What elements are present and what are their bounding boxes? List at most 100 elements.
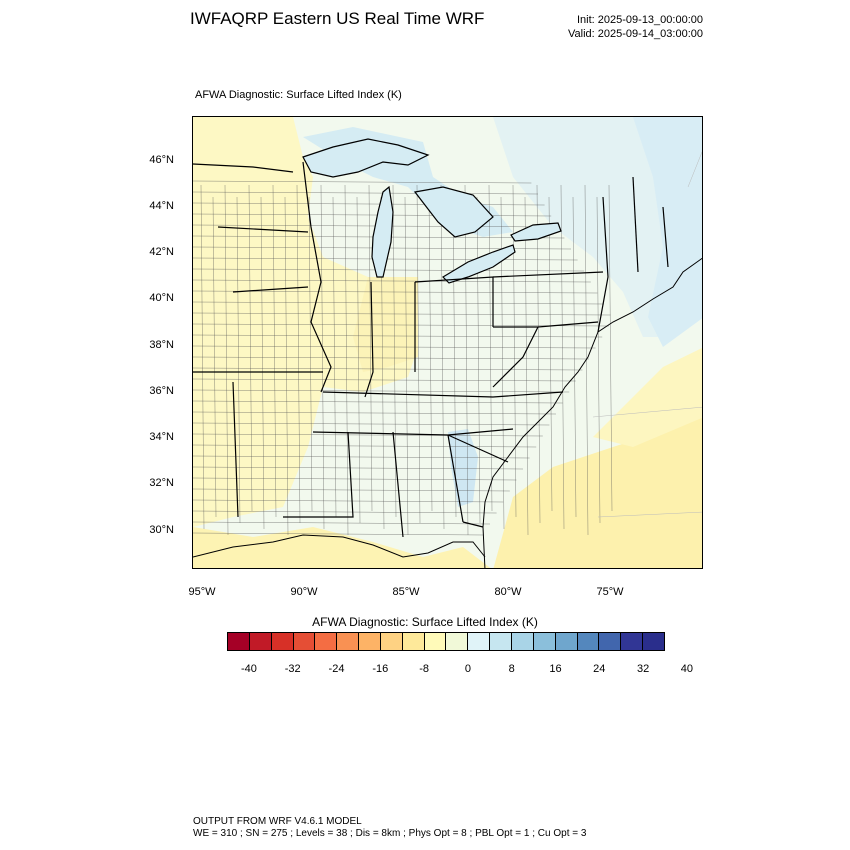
county-line xyxy=(452,196,457,518)
lon-label-75: 75°W xyxy=(596,586,624,598)
colorbar xyxy=(227,632,665,651)
county-line xyxy=(308,196,313,512)
gulf-coastline xyxy=(193,534,486,558)
county-line xyxy=(193,268,585,272)
lat-label-38: 38°N xyxy=(149,339,174,351)
colorbar-swatch xyxy=(380,633,403,650)
colorbar-swatch xyxy=(533,633,556,650)
county-line xyxy=(193,532,484,536)
county-line xyxy=(193,411,557,415)
county-line xyxy=(193,356,590,360)
county-line xyxy=(193,323,609,327)
county-line xyxy=(440,184,445,530)
map-panel xyxy=(192,116,703,569)
county-line xyxy=(572,196,577,518)
county-line xyxy=(536,184,541,524)
colorbar-tick-label: 16 xyxy=(549,663,562,675)
county-line xyxy=(193,455,530,459)
county-line xyxy=(193,400,563,404)
county-line xyxy=(224,184,229,536)
main-title: IWFAQRP Eastern US Real Time WRF xyxy=(190,9,485,28)
model-footer: OUTPUT FROM WRF V4.6.1 MODEL WE = 310 ; … xyxy=(193,816,586,840)
colorbar-swatch xyxy=(446,633,469,650)
county-line xyxy=(193,378,576,382)
lake-ontario xyxy=(510,222,562,242)
county-line xyxy=(488,184,493,512)
county-line xyxy=(193,477,517,481)
county-line xyxy=(193,521,491,525)
colorbar-swatch xyxy=(337,633,360,650)
colorbar-swatch xyxy=(621,633,644,650)
county-line xyxy=(356,196,361,524)
map-subtitle: AFWA Diagnostic: Surface Lifted Index (K… xyxy=(195,89,402,101)
colorbar-swatch xyxy=(228,633,250,650)
field-unstable-gulf xyxy=(193,527,491,568)
colorbar-swatch xyxy=(468,633,491,650)
colorbar-tick-label: 24 xyxy=(593,663,606,675)
county-line xyxy=(193,202,545,206)
field-unstable-atlantic xyxy=(493,417,702,568)
county-line xyxy=(236,196,241,524)
lifted-index-map xyxy=(193,117,702,568)
county-line xyxy=(193,433,543,437)
state-boundaries xyxy=(193,161,669,538)
county-line xyxy=(248,184,253,512)
colorbar-swatch xyxy=(555,633,578,650)
county-line xyxy=(193,180,532,184)
field-stable-northeast xyxy=(493,117,702,337)
county-line xyxy=(344,184,349,536)
county-line xyxy=(608,184,613,512)
county-line xyxy=(560,184,565,530)
lat-label-40: 40°N xyxy=(149,292,174,304)
colorbar-tick-label: 0 xyxy=(464,663,471,675)
county-line xyxy=(193,312,611,316)
colorbar-swatch xyxy=(490,633,512,650)
county-line xyxy=(193,389,570,393)
lon-label-95: 95°W xyxy=(188,586,216,598)
county-line xyxy=(524,196,529,536)
init-valid-times: Init: 2025-09-13_00:00:00 Valid: 2025-09… xyxy=(568,13,703,41)
county-line xyxy=(193,345,596,349)
colorbar-tick-label: -8 xyxy=(419,663,429,675)
init-time: Init: 2025-09-13_00:00:00 xyxy=(577,14,703,26)
county-line xyxy=(193,191,539,195)
colorbar-swatch xyxy=(315,633,338,650)
lon-label-90: 90°W xyxy=(290,586,318,598)
lat-label-42: 42°N xyxy=(149,246,174,258)
colorbar-tick-label: -40 xyxy=(240,663,257,675)
county-line xyxy=(193,510,497,514)
county-line xyxy=(548,196,553,512)
lake-huron xyxy=(413,186,494,238)
colorbar-title: AFWA Diagnostic: Surface Lifted Index (K… xyxy=(312,615,538,629)
lat-label-32: 32°N xyxy=(149,477,174,489)
county-line xyxy=(193,367,583,371)
colorbar-swatch xyxy=(577,633,600,650)
colorbar-swatch xyxy=(271,633,294,650)
county-line xyxy=(320,184,325,530)
county-line xyxy=(512,184,517,518)
field-stable-atlantic xyxy=(633,117,702,347)
colorbar-tick-label: -24 xyxy=(328,663,345,675)
county-line xyxy=(416,184,421,524)
county-line xyxy=(193,334,603,338)
county-line xyxy=(193,466,524,470)
colorbar-swatch xyxy=(249,633,272,650)
lake-superior xyxy=(302,138,430,178)
lat-label-30: 30°N xyxy=(149,524,174,536)
county-line xyxy=(193,301,605,305)
great-lakes xyxy=(302,138,562,284)
colorbar-tick-label: -16 xyxy=(372,663,389,675)
valid-time: Valid: 2025-09-14_03:00:00 xyxy=(568,28,703,40)
lat-label-46: 46°N xyxy=(149,154,174,166)
county-line xyxy=(260,196,265,530)
lon-label-85: 85°W xyxy=(392,586,420,598)
county-line xyxy=(296,184,301,524)
colorbar-tick-label: 8 xyxy=(508,663,515,675)
colorbar-swatch xyxy=(293,633,316,650)
field-unstable-midatlantic xyxy=(593,347,702,447)
county-line xyxy=(428,196,433,512)
colorbar-swatch xyxy=(424,633,447,650)
county-lines xyxy=(193,180,613,536)
atlantic-coastline xyxy=(482,257,702,568)
lake-michigan xyxy=(371,185,394,278)
